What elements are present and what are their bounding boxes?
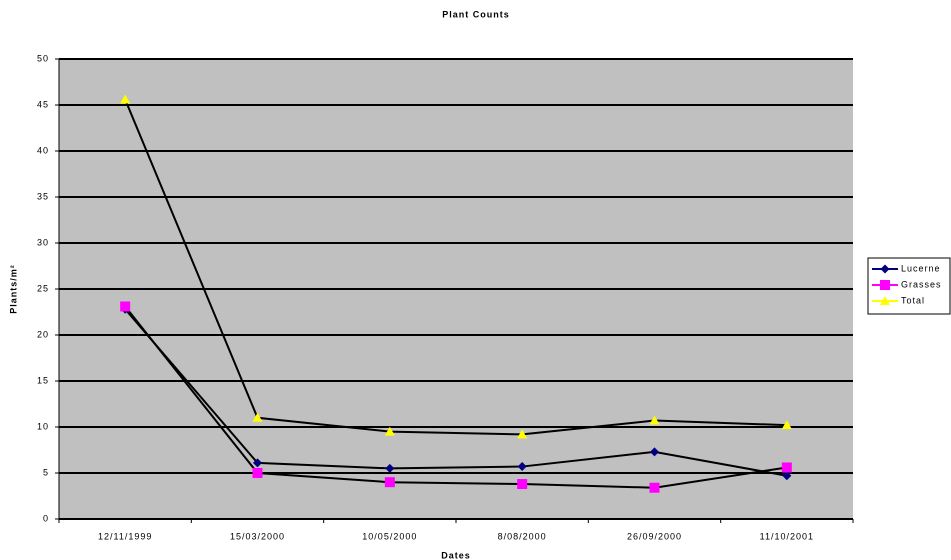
y-tick-label: 30 [37,237,49,247]
series-line [124,99,787,436]
marker [385,463,395,473]
y-tick-label: 25 [37,283,49,293]
series-line [124,305,787,489]
y-tick-label: 10 [37,421,49,431]
y-tick-label: 15 [37,375,49,385]
chart-title: Plant Counts [442,9,510,19]
marker [517,429,528,439]
y-tick-label: 40 [37,145,49,155]
marker [880,280,890,290]
x-tick-label: 11/10/2001 [760,531,814,541]
marker [880,264,890,274]
marker [781,462,792,473]
x-axis-title: Dates [441,550,471,560]
series-line [124,308,788,477]
marker [650,447,659,457]
marker [517,462,527,472]
marker [880,296,890,305]
legend-label: Lucerne [901,263,941,273]
y-tick-label: 50 [37,53,49,63]
marker [384,426,395,436]
x-tick-label: 12/11/1999 [98,531,152,541]
marker [253,458,262,468]
marker [781,420,792,430]
marker [517,479,528,490]
x-tick-label: 8/08/2000 [498,531,547,541]
legend-label: Grasses [901,279,942,289]
y-tick-label: 20 [37,329,49,339]
y-axis-title: Plants/m² [8,264,18,314]
x-tick-label: 15/03/2000 [230,531,285,541]
marker [649,482,660,493]
legend-label: Total [901,295,925,305]
marker [649,415,660,425]
marker [782,471,792,481]
marker [384,477,395,488]
marker [252,468,263,478]
y-tick-label: 5 [43,467,49,477]
x-tick-label: 26/09/2000 [627,531,682,541]
marker [120,94,131,104]
marker [252,412,263,422]
y-tick-label: 0 [43,513,49,523]
marker [120,301,131,312]
x-tick-label: 10/05/2000 [362,531,417,541]
y-tick-label: 35 [37,191,49,201]
y-tick-label: 45 [37,99,49,109]
